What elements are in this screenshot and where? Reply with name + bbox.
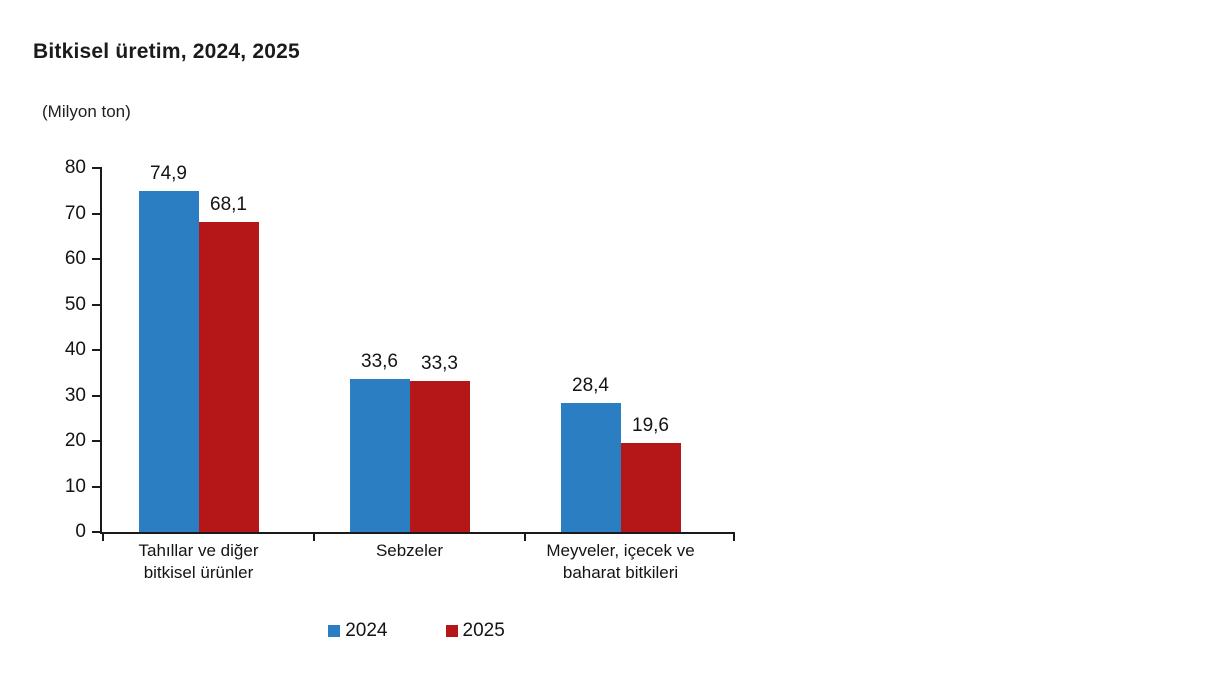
y-axis-tick-label: 60	[64, 248, 86, 269]
y-axis-tick-mark	[92, 394, 102, 397]
bar-group: 33,6 33,3	[349, 351, 470, 532]
bar-2025: 68,1	[198, 194, 259, 532]
x-axis-tick-mark	[102, 534, 104, 541]
bar-2024: 74,9	[138, 163, 199, 532]
category-label: Tahıllar ve diğer bitkisel ürünler	[138, 541, 259, 583]
legend-swatch-2024	[328, 625, 341, 637]
plot-area: 0 10 20 30 40 50 60 70 80 74,9 68,1 Tahıllar ve diğ…	[65, 157, 735, 582]
y-axis-tick-mark	[92, 303, 102, 306]
legend-label: 2024	[345, 620, 388, 641]
bar-2024: 33,6	[349, 351, 410, 532]
x-axis-tick-mark	[313, 534, 315, 541]
legend-item-2024: 2024	[328, 620, 388, 642]
category-label: Sebzeler	[375, 541, 444, 560]
y-axis-tick-label: 80	[64, 157, 86, 178]
bar-value-label: 19,6	[632, 414, 669, 436]
y-axis-tick-mark	[92, 349, 102, 351]
y-axis-tick-mark	[92, 440, 102, 442]
category-label: Meyveler, içecek ve baharat bitkileri	[546, 541, 695, 583]
y-axis-tick-label: 50	[64, 293, 86, 315]
y-axis-tick-label: 20	[64, 430, 86, 451]
legend-label: 2025	[462, 620, 505, 641]
legend-swatch-2025	[445, 625, 458, 637]
y-axis-tick-mark	[92, 167, 102, 169]
y-axis-tick-label: 0	[75, 521, 86, 542]
bar-value-label: 68,1	[210, 194, 247, 216]
y-axis-tick-label: 10	[64, 475, 86, 497]
y-axis-tick-label: 30	[64, 384, 86, 406]
y-axis-tick-label: 70	[64, 202, 86, 224]
bar-group: 74,9 68,1	[138, 163, 259, 532]
chart-title: Bitkisel üretim, 2024, 2025	[33, 40, 300, 63]
y-axis-tick-label: 40	[64, 339, 86, 360]
legend: 2024 2025	[100, 620, 733, 642]
legend-item-2025: 2025	[445, 620, 505, 642]
chart-unit-label: (Milyon ton)	[42, 102, 131, 121]
bar-value-label: 33,6	[361, 351, 398, 373]
bar-2025: 19,6	[620, 415, 681, 532]
bar-value-label: 28,4	[572, 374, 609, 396]
y-axis-tick-mark	[92, 212, 102, 215]
x-axis-tick-mark	[524, 534, 526, 541]
bar-group: 28,4 19,6	[560, 375, 681, 532]
bar-2025: 33,3	[409, 353, 470, 532]
bar-2024: 28,4	[560, 375, 621, 532]
bar-value-label: 74,9	[150, 163, 187, 185]
bar-value-label: 33,3	[421, 352, 458, 374]
y-axis-tick-mark	[92, 258, 102, 260]
y-axis-tick-mark	[92, 531, 102, 533]
x-axis-tick-mark	[733, 534, 735, 541]
y-axis-tick-mark	[92, 485, 102, 488]
